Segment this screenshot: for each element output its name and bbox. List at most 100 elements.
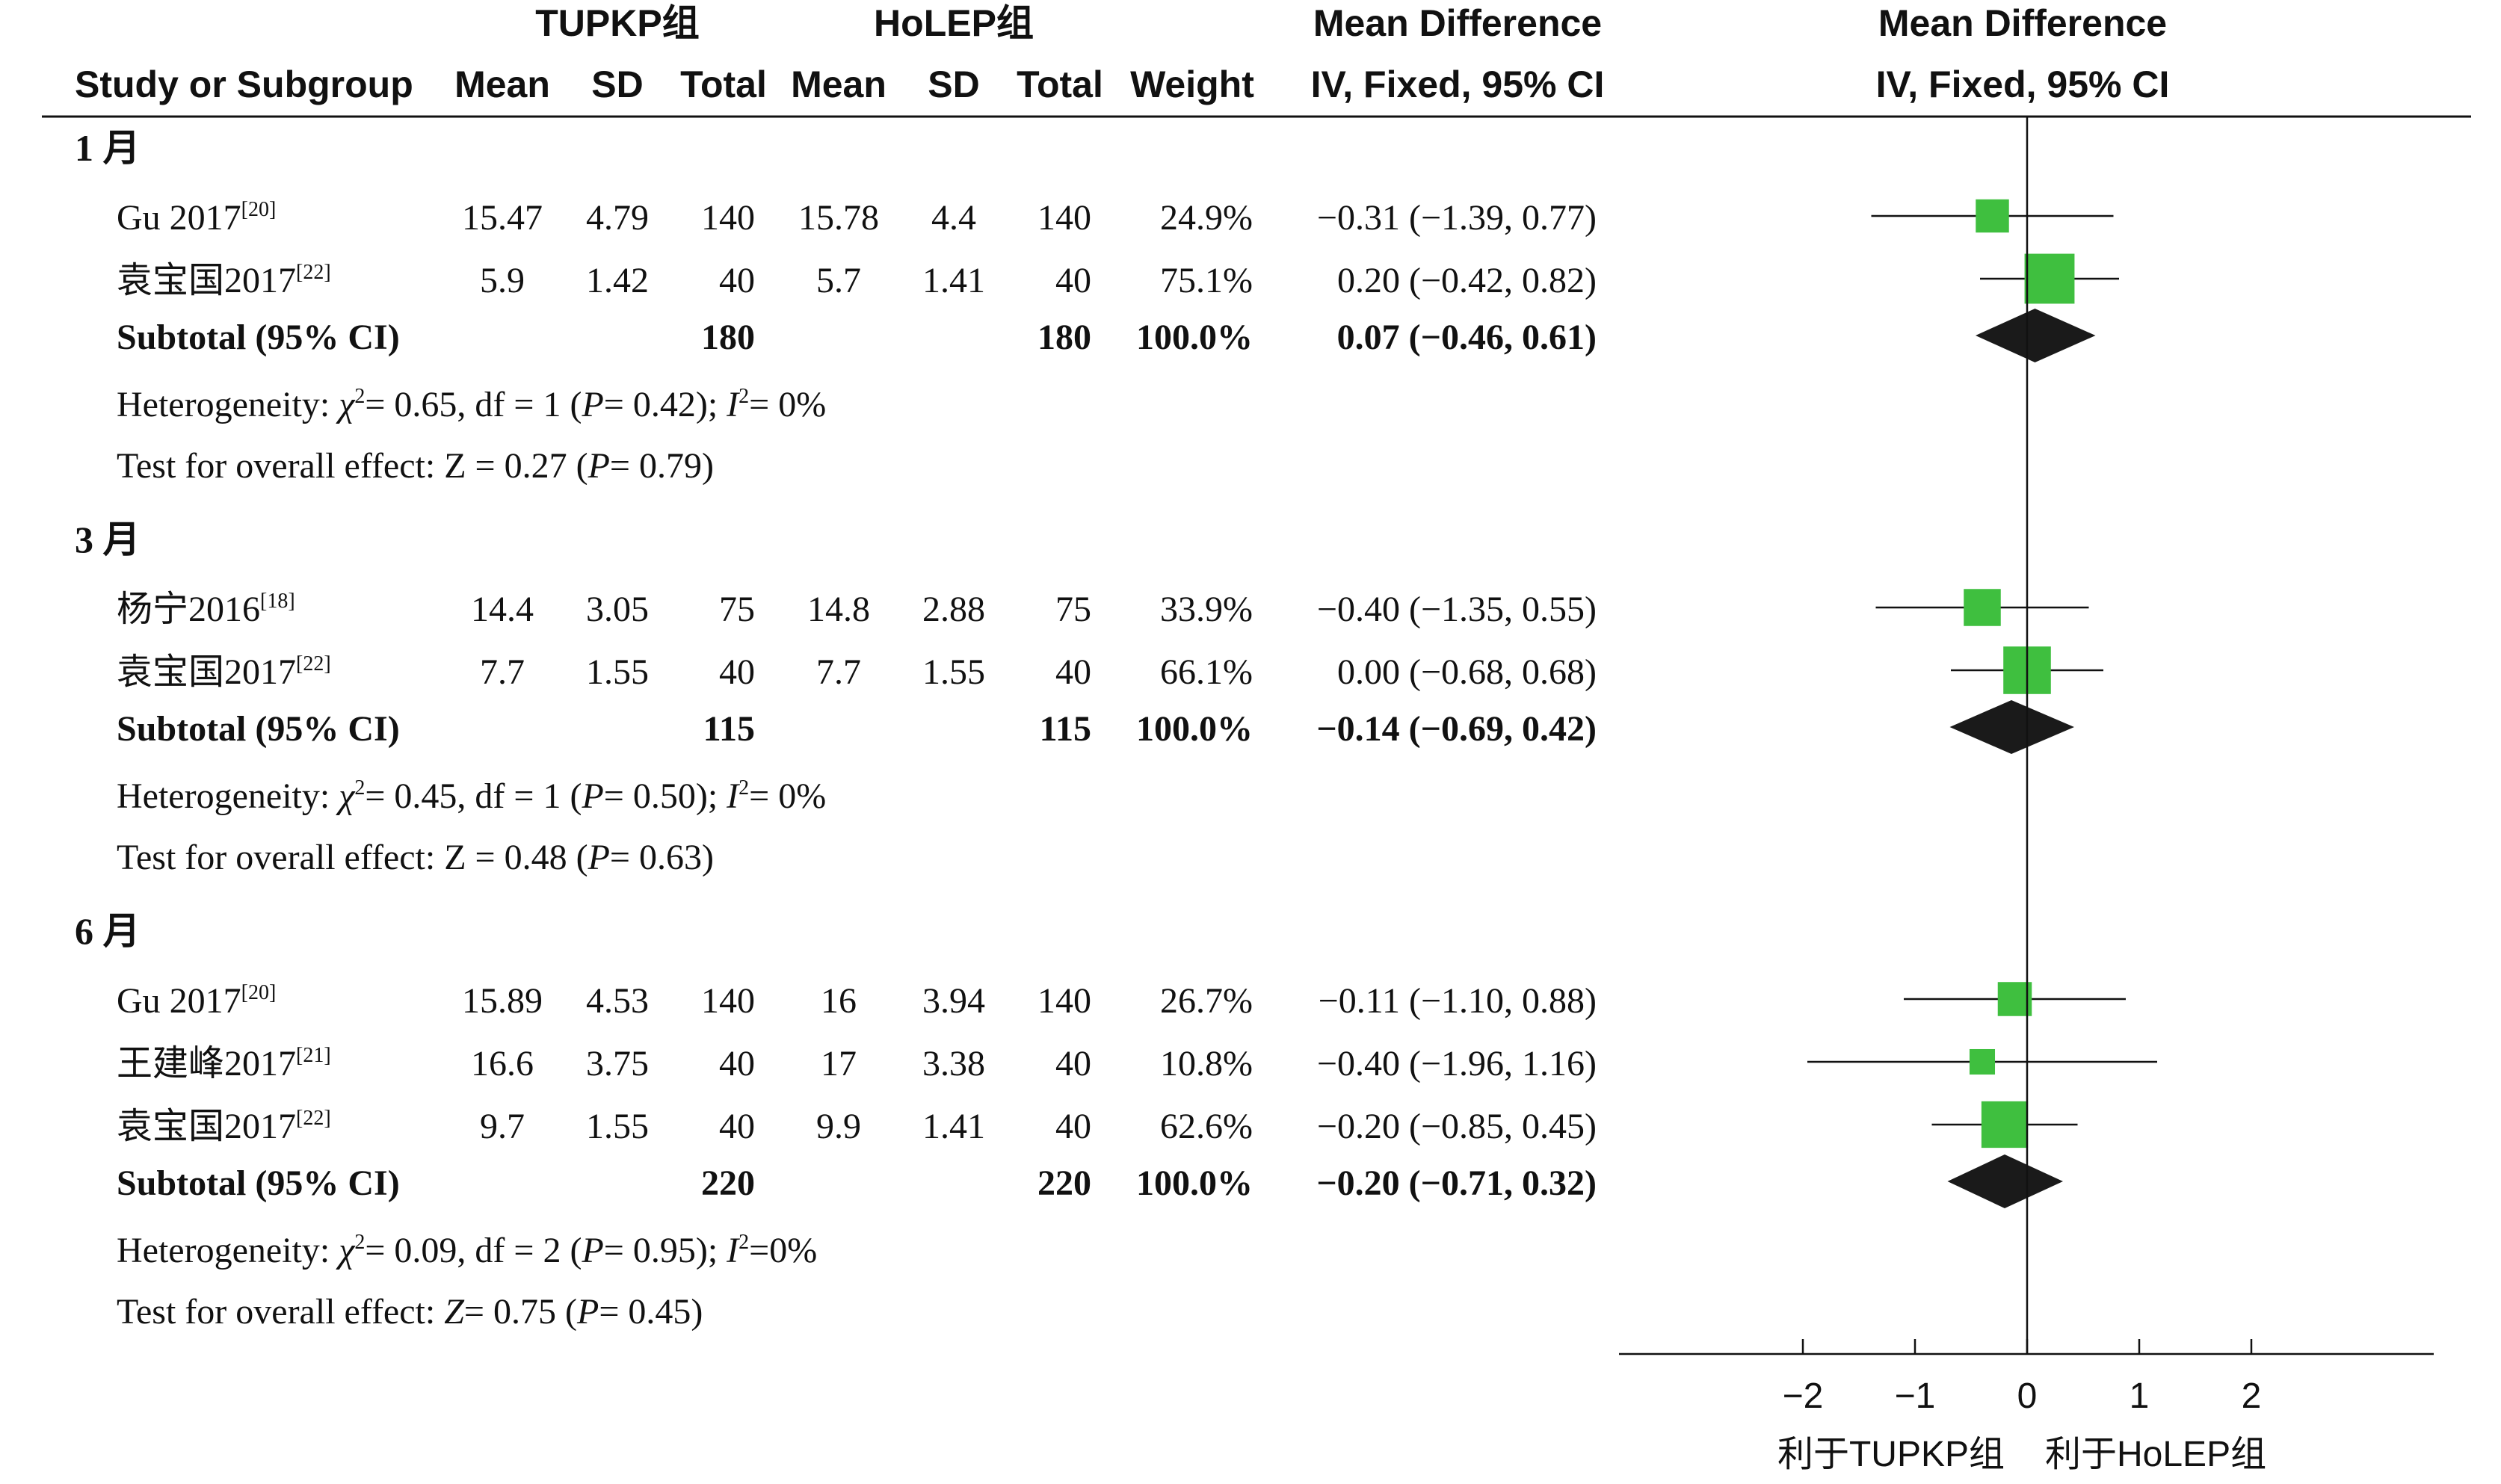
- table-row: 王建峰2017[21] 16.6 3.75 40 17 3.38 40 10.8% −0.40 …: [117, 1044, 1597, 1083]
- subtotal-row: Subtotal (95% CI) 115 115 100.0% −0.14 (−0.6…: [117, 709, 1597, 749]
- sd2-value: 2.88: [922, 590, 985, 629]
- sd1-value: 1.42: [586, 261, 649, 300]
- sd1-value: 3.05: [586, 590, 649, 629]
- study-name: 袁宝国2017[22]: [117, 652, 331, 692]
- subtotal-total2: 180: [1037, 318, 1091, 357]
- total1-value: 40: [719, 1044, 755, 1083]
- mean2-value: 17: [821, 1044, 857, 1083]
- overall-effect-text: Test for overall effect: Z= 0.75 (P= 0.4…: [117, 1292, 703, 1332]
- group1-header: TUPKP组: [535, 2, 699, 44]
- weight-value: 66.1%: [1160, 652, 1253, 692]
- subtotal-label: Subtotal (95% CI): [117, 1163, 400, 1203]
- weight-value: 62.6%: [1160, 1107, 1253, 1146]
- sd2-value: 4.4: [931, 198, 976, 238]
- total1-value: 40: [719, 261, 755, 300]
- subtotal-label: Subtotal (95% CI): [117, 318, 400, 357]
- subtotal-total1: 115: [703, 709, 755, 749]
- favours-left-label: 利于TUPKP组: [1777, 1435, 2005, 1474]
- subgroup-label: 1 月: [75, 127, 141, 169]
- mean2-value: 5.7: [816, 261, 861, 300]
- subtotal-weight: 100.0%: [1136, 709, 1253, 749]
- weight-value: 33.9%: [1160, 590, 1253, 629]
- mean1-value: 15.89: [462, 981, 543, 1021]
- study-name: Gu 2017[20]: [117, 198, 276, 238]
- table-row: 袁宝国2017[22] 5.9 1.42 40 5.7 1.41 40 75.1% 0.20 (…: [117, 261, 1597, 300]
- heterogeneity-text: Heterogeneity: χ2= 0.09, df = 2 (P= 0.95…: [117, 1231, 817, 1270]
- mean1-value: 14.4: [471, 590, 534, 629]
- subtotal-total1: 220: [701, 1163, 755, 1203]
- heterogeneity-text: Heterogeneity: χ2= 0.45, df = 1 (P= 0.50…: [117, 776, 826, 816]
- study-square: [1997, 982, 2032, 1016]
- study-name: Gu 2017[20]: [117, 981, 276, 1021]
- total2-value: 40: [1055, 652, 1091, 692]
- study-square: [1964, 589, 2001, 626]
- subtotal-row: Subtotal (95% CI) 220 220 100.0% −0.20 (−0.7…: [117, 1163, 1597, 1203]
- mean1-value: 15.47: [462, 198, 543, 238]
- total2-value: 75: [1055, 590, 1091, 629]
- weight-value: 24.9%: [1160, 198, 1253, 238]
- ci-value: −0.11 (−1.10, 0.88): [1319, 981, 1597, 1021]
- sd2-value: 3.38: [922, 1044, 985, 1083]
- total1-header: Total: [680, 64, 767, 105]
- weight-header: Weight: [1130, 64, 1254, 105]
- plot-header: Mean Difference: [1878, 2, 2167, 44]
- favours-right-label: 利于HoLEP组: [2045, 1435, 2266, 1474]
- total2-value: 140: [1037, 981, 1091, 1021]
- study-square: [1969, 1048, 1996, 1075]
- mean1-value: 16.6: [471, 1044, 534, 1083]
- weight-value: 10.8%: [1160, 1044, 1253, 1083]
- total1-value: 75: [719, 590, 755, 629]
- sd1-value: 1.55: [586, 652, 649, 692]
- table-row: 杨宁2016[18] 14.4 3.05 75 14.8 2.88 75 33.9% −0.40…: [117, 590, 1597, 629]
- ci-value: −0.40 (−1.35, 0.55): [1317, 590, 1597, 629]
- sd2-value: 1.55: [922, 652, 985, 692]
- subgroup-label: 6 月: [75, 910, 141, 952]
- study-square: [2024, 253, 2075, 304]
- ci-value: 0.20 (−0.42, 0.82): [1337, 261, 1597, 300]
- study-square: [1981, 1101, 2029, 1148]
- plot-subheader: IV, Fixed, 95% CI: [1876, 64, 2170, 105]
- subtotal-ci: −0.14 (−0.69, 0.42): [1316, 709, 1597, 749]
- study-column-header: Study or Subgroup: [75, 64, 413, 105]
- subgroup-label: 3 月: [75, 519, 141, 560]
- subtotal-row: Subtotal (95% CI) 180 180 100.0% 0.07 (−0.46…: [117, 318, 1597, 357]
- overall-effect-text: Test for overall effect: Z = 0.48 (P= 0.…: [117, 838, 714, 877]
- plot-area: −2 −1 0 1 2 利于TUPKP组 利于HoLEP组: [1619, 117, 2434, 1474]
- sd1-value: 1.55: [586, 1107, 649, 1146]
- mean1-value: 5.9: [480, 261, 525, 300]
- x-tick-label: 0: [2017, 1376, 2038, 1416]
- study-name: 袁宝国2017[22]: [117, 1107, 331, 1146]
- mean1-header: Mean: [454, 64, 550, 105]
- sd1-value: 4.53: [586, 981, 649, 1021]
- table-row: 袁宝国2017[22] 7.7 1.55 40 7.7 1.55 40 66.1% 0.00 (…: [117, 652, 1597, 692]
- x-tick-label: 1: [2130, 1376, 2150, 1416]
- ci-value: 0.00 (−0.68, 0.68): [1337, 652, 1597, 692]
- total1-value: 40: [719, 1107, 755, 1146]
- ci-value: −0.31 (−1.39, 0.77): [1317, 198, 1597, 238]
- table-header: TUPKP组 HoLEP组 Mean Difference Mean Diffe…: [75, 2, 2169, 105]
- ci-value: −0.20 (−0.85, 0.45): [1317, 1107, 1597, 1146]
- x-tick-label: −1: [1895, 1376, 1936, 1416]
- subtotal-diamond: [1949, 700, 2074, 754]
- sd2-value: 1.41: [922, 261, 985, 300]
- subtotal-ci: −0.20 (−0.71, 0.32): [1316, 1163, 1597, 1203]
- sd1-value: 3.75: [586, 1044, 649, 1083]
- subtotal-diamond: [1947, 1154, 2063, 1208]
- mean2-value: 14.8: [807, 590, 870, 629]
- mean2-value: 7.7: [816, 652, 861, 692]
- sd2-value: 1.41: [922, 1107, 985, 1146]
- total1-value: 40: [719, 652, 755, 692]
- total2-value: 40: [1055, 261, 1091, 300]
- mean2-value: 16: [821, 981, 857, 1021]
- x-tick-label: 2: [2242, 1376, 2262, 1416]
- total2-value: 140: [1037, 198, 1091, 238]
- study-name: 袁宝国2017[22]: [117, 261, 331, 300]
- overall-effect-text: Test for overall effect: Z = 0.27 (P= 0.…: [117, 446, 714, 486]
- sd1-value: 4.79: [586, 198, 649, 238]
- mean1-value: 7.7: [480, 652, 525, 692]
- mean2-value: 15.78: [798, 198, 879, 238]
- group2-header: HoLEP组: [874, 2, 1034, 44]
- mean1-value: 9.7: [480, 1107, 525, 1146]
- subtotal-weight: 100.0%: [1136, 318, 1253, 357]
- subtotal-total1: 180: [701, 318, 755, 357]
